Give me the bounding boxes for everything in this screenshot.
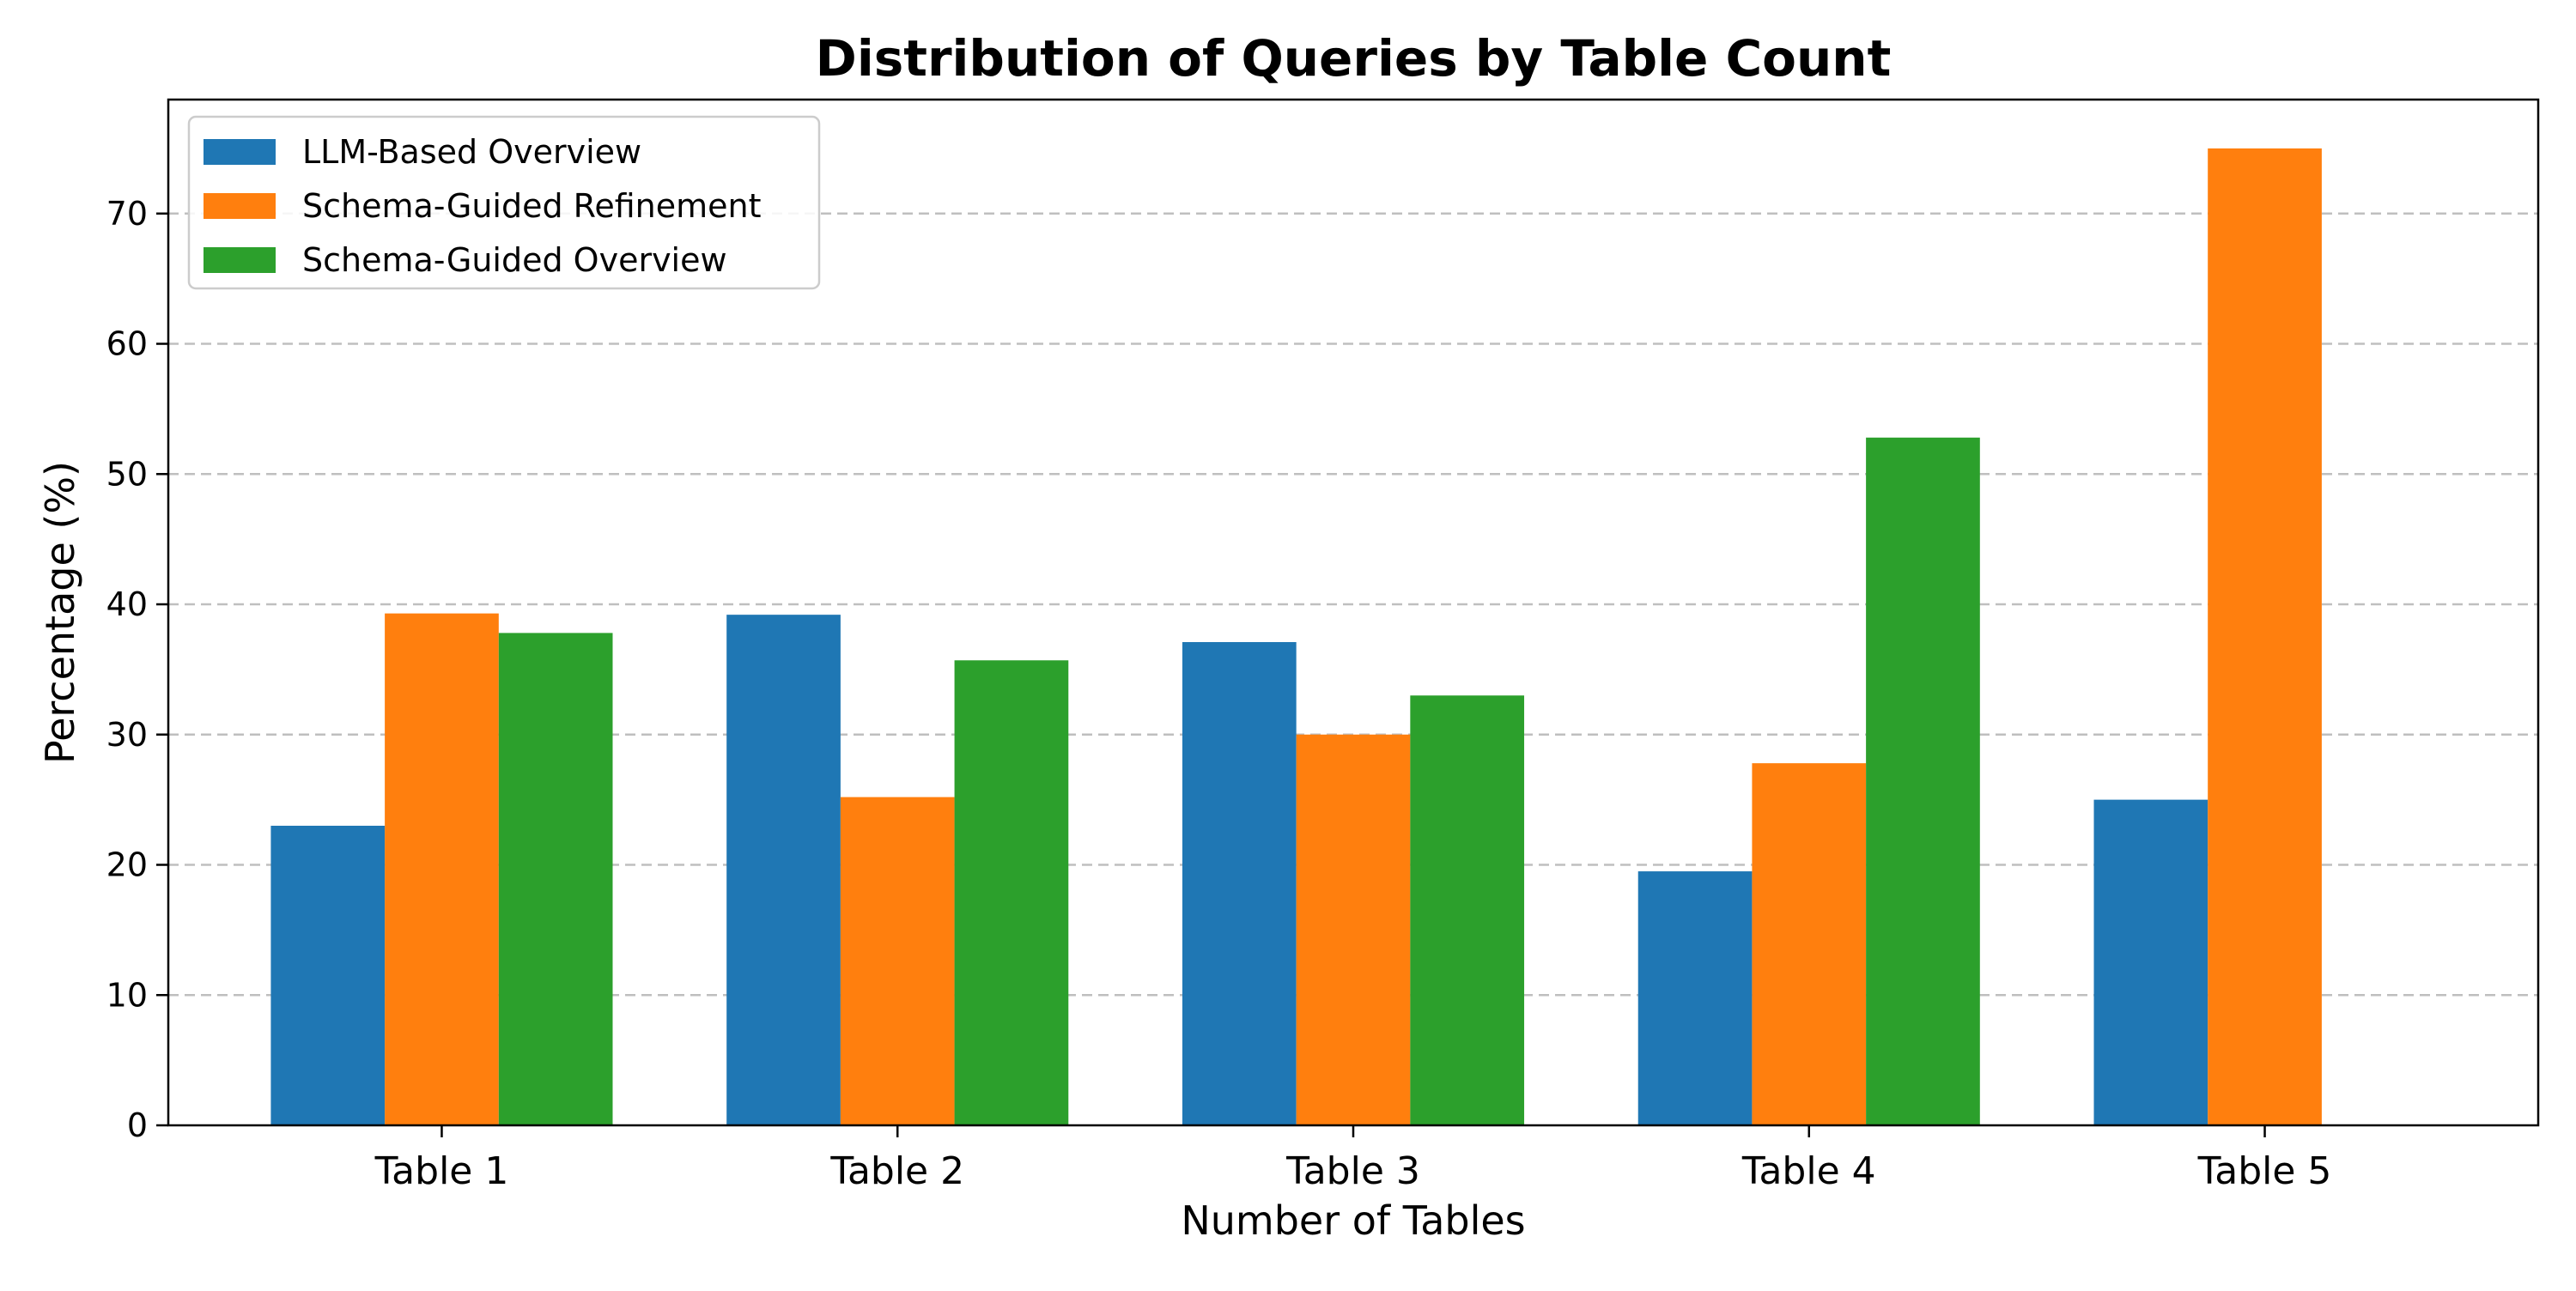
legend-label: Schema-Guided Refinement xyxy=(302,187,762,225)
y-tick-label: 30 xyxy=(106,716,148,754)
x-tick-label: Table 3 xyxy=(1285,1149,1420,1193)
bar xyxy=(1637,871,1753,1125)
bar xyxy=(1752,763,1867,1125)
bar xyxy=(1866,437,1980,1125)
x-tick-label: Table 4 xyxy=(1741,1149,1876,1193)
bar xyxy=(840,797,955,1125)
legend-swatch xyxy=(204,139,276,165)
x-tick-label: Table 2 xyxy=(829,1149,964,1193)
y-tick-label: 20 xyxy=(106,846,148,884)
y-tick-label: 10 xyxy=(106,976,148,1014)
y-axis: 0 10 20 30 40 50 60 70 xyxy=(106,195,168,1144)
bar xyxy=(726,615,841,1125)
legend-label: Schema-Guided Overview xyxy=(302,241,727,279)
chart-title: Distribution of Queries by Table Count xyxy=(816,29,1892,88)
legend-swatch xyxy=(204,193,276,219)
legend-label: LLM-Based Overview xyxy=(302,133,641,171)
y-axis-label: Percentage (%) xyxy=(37,461,83,764)
y-tick-label: 50 xyxy=(106,455,148,493)
x-axis: Table 1 Table 2 Table 3 Table 4 Table 5 xyxy=(374,1125,2332,1193)
bar xyxy=(1182,642,1297,1125)
bar xyxy=(498,633,613,1125)
x-axis-label: Number of Tables xyxy=(1181,1197,1525,1244)
bar xyxy=(270,825,386,1125)
y-tick-label: 0 xyxy=(127,1106,148,1144)
y-tick-label: 60 xyxy=(106,325,148,363)
legend: LLM-Based Overview Schema-Guided Refineme… xyxy=(187,115,821,290)
y-tick-label: 40 xyxy=(106,585,148,623)
legend-box xyxy=(187,115,821,290)
bar xyxy=(1410,695,1525,1125)
bar xyxy=(385,613,499,1125)
legend-swatch xyxy=(204,247,276,273)
bar xyxy=(1296,734,1411,1125)
x-tick-label: Table 1 xyxy=(374,1149,509,1193)
bars xyxy=(270,148,2322,1125)
y-tick-label: 70 xyxy=(106,195,148,233)
x-tick-label: Table 5 xyxy=(2197,1149,2332,1193)
bar xyxy=(2208,148,2322,1125)
bar xyxy=(2093,799,2208,1125)
bar xyxy=(954,660,1069,1125)
